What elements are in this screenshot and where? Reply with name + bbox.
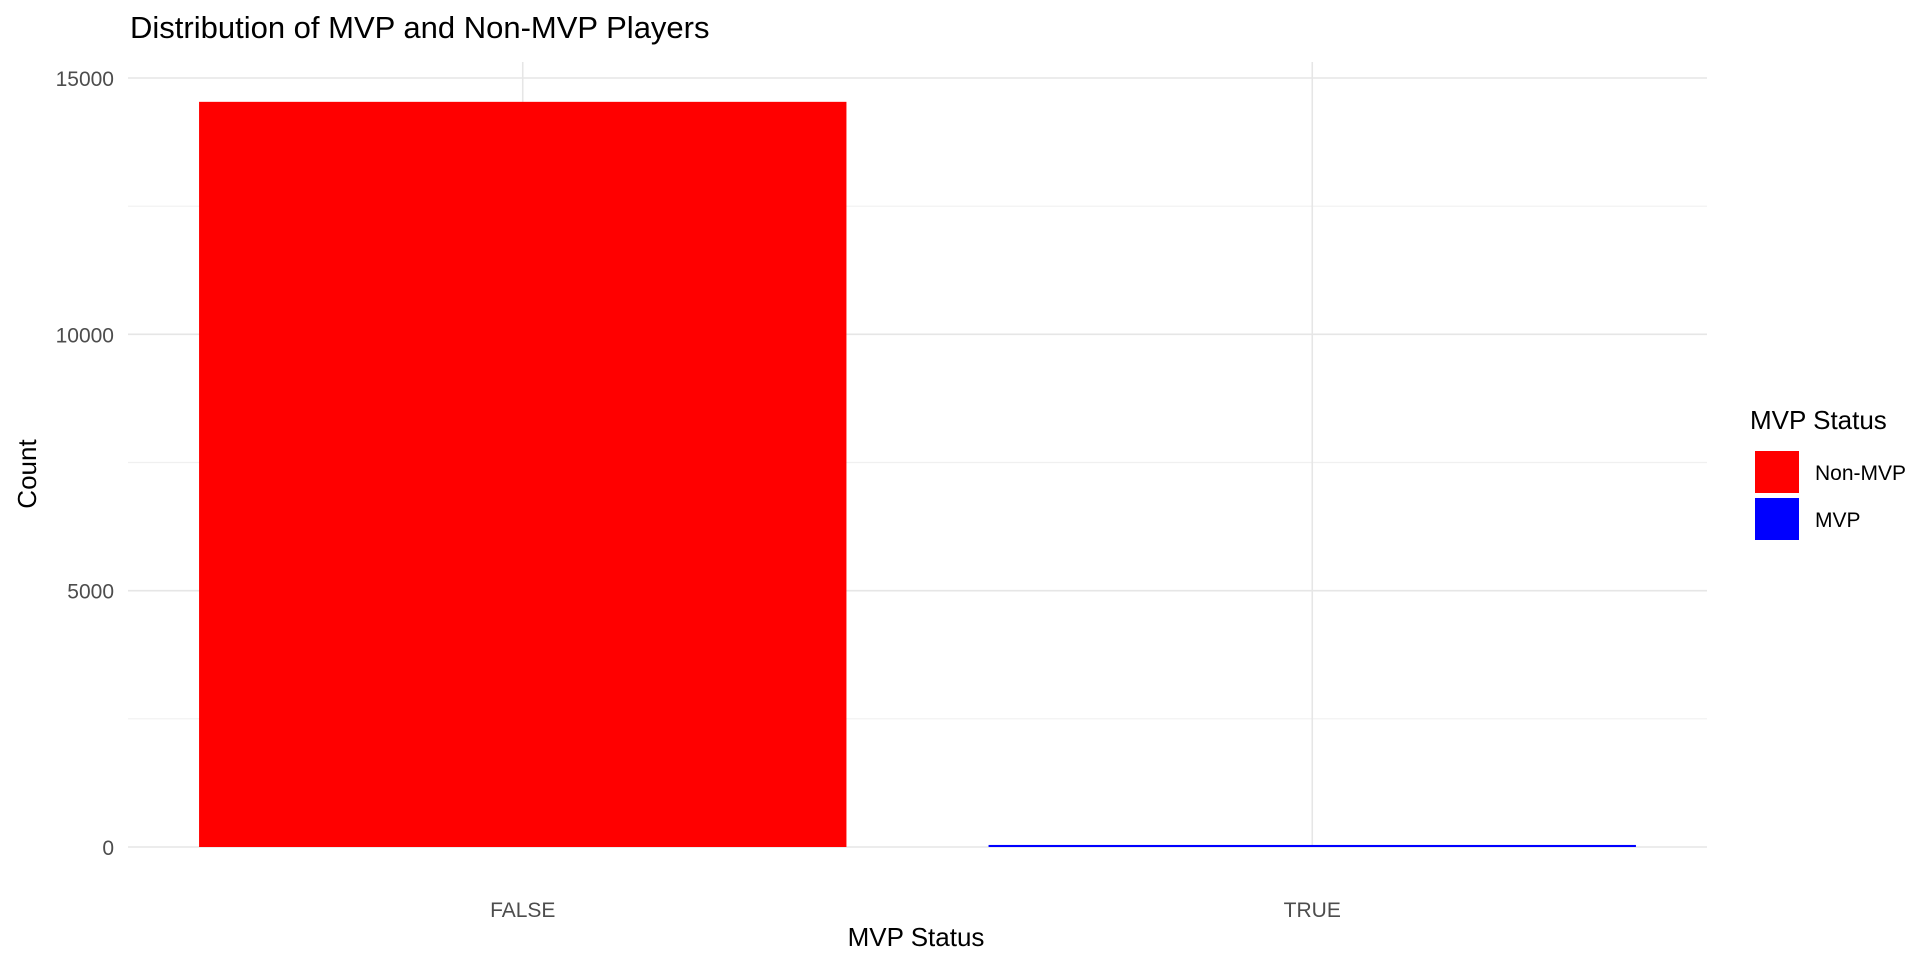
- y-tick-label: 15000: [56, 68, 114, 91]
- x-tick-label: TRUE: [1284, 899, 1341, 922]
- legend: MVP Status Non-MVP MVP: [1750, 405, 1906, 540]
- legend-key-non-mvp: [1755, 451, 1799, 493]
- y-axis: 0 5000 10000 15000: [56, 68, 114, 860]
- x-tick-label: FALSE: [490, 899, 555, 922]
- bars: [199, 101, 1636, 848]
- bar-false: [199, 101, 847, 848]
- x-axis-title: MVP Status: [848, 922, 985, 952]
- legend-items: Non-MVP MVP: [1755, 451, 1906, 540]
- y-tick-label: 0: [102, 837, 114, 860]
- chart-title: Distribution of MVP and Non-MVP Players: [130, 10, 710, 45]
- y-tick-label: 10000: [56, 324, 114, 347]
- legend-title: MVP Status: [1750, 405, 1887, 435]
- y-axis-title: Count: [12, 439, 42, 509]
- bar-true: [988, 844, 1636, 847]
- x-axis: FALSE TRUE: [490, 899, 1341, 922]
- legend-key-mvp: [1755, 498, 1799, 540]
- legend-label: Non-MVP: [1815, 462, 1906, 485]
- legend-label: MVP: [1815, 509, 1861, 532]
- y-tick-label: 5000: [67, 581, 114, 604]
